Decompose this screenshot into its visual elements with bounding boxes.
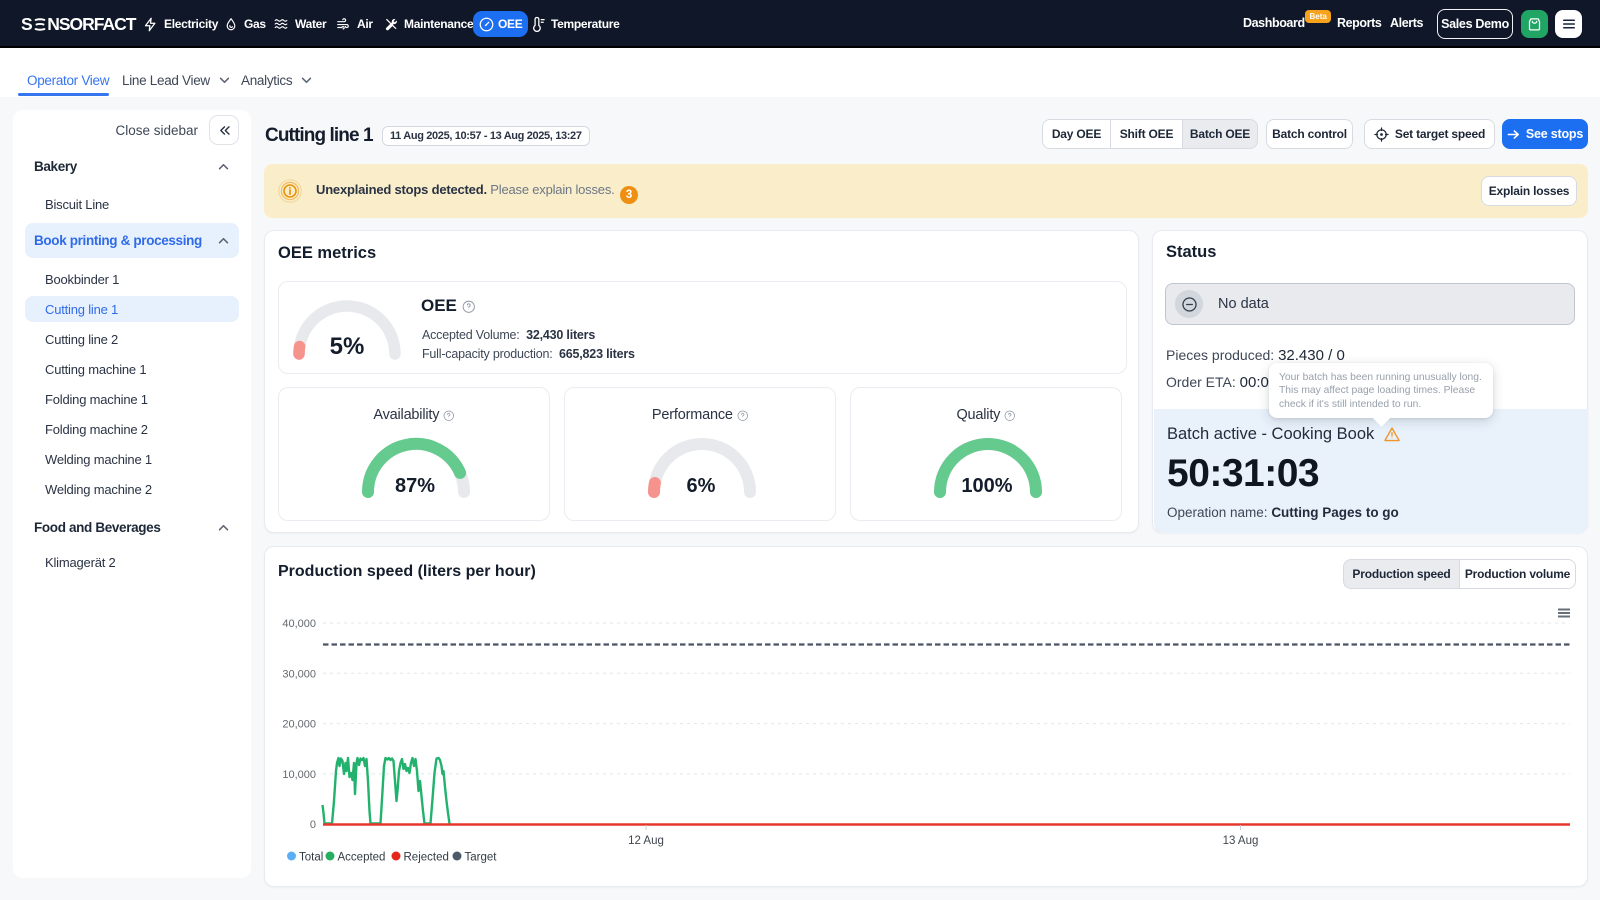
svg-text:12 Aug: 12 Aug	[628, 835, 664, 847]
svg-text:10,000: 10,000	[282, 769, 316, 781]
svg-text:Target: Target	[465, 852, 498, 864]
svg-text:30,000: 30,000	[282, 668, 316, 680]
svg-text:Total: Total	[299, 852, 323, 864]
svg-text:13 Aug: 13 Aug	[1223, 835, 1259, 847]
svg-text:0: 0	[310, 819, 316, 831]
svg-text:20,000: 20,000	[282, 719, 316, 731]
svg-text:40,000: 40,000	[282, 618, 316, 630]
svg-text:Rejected: Rejected	[404, 852, 449, 864]
svg-text:Accepted: Accepted	[338, 852, 386, 864]
